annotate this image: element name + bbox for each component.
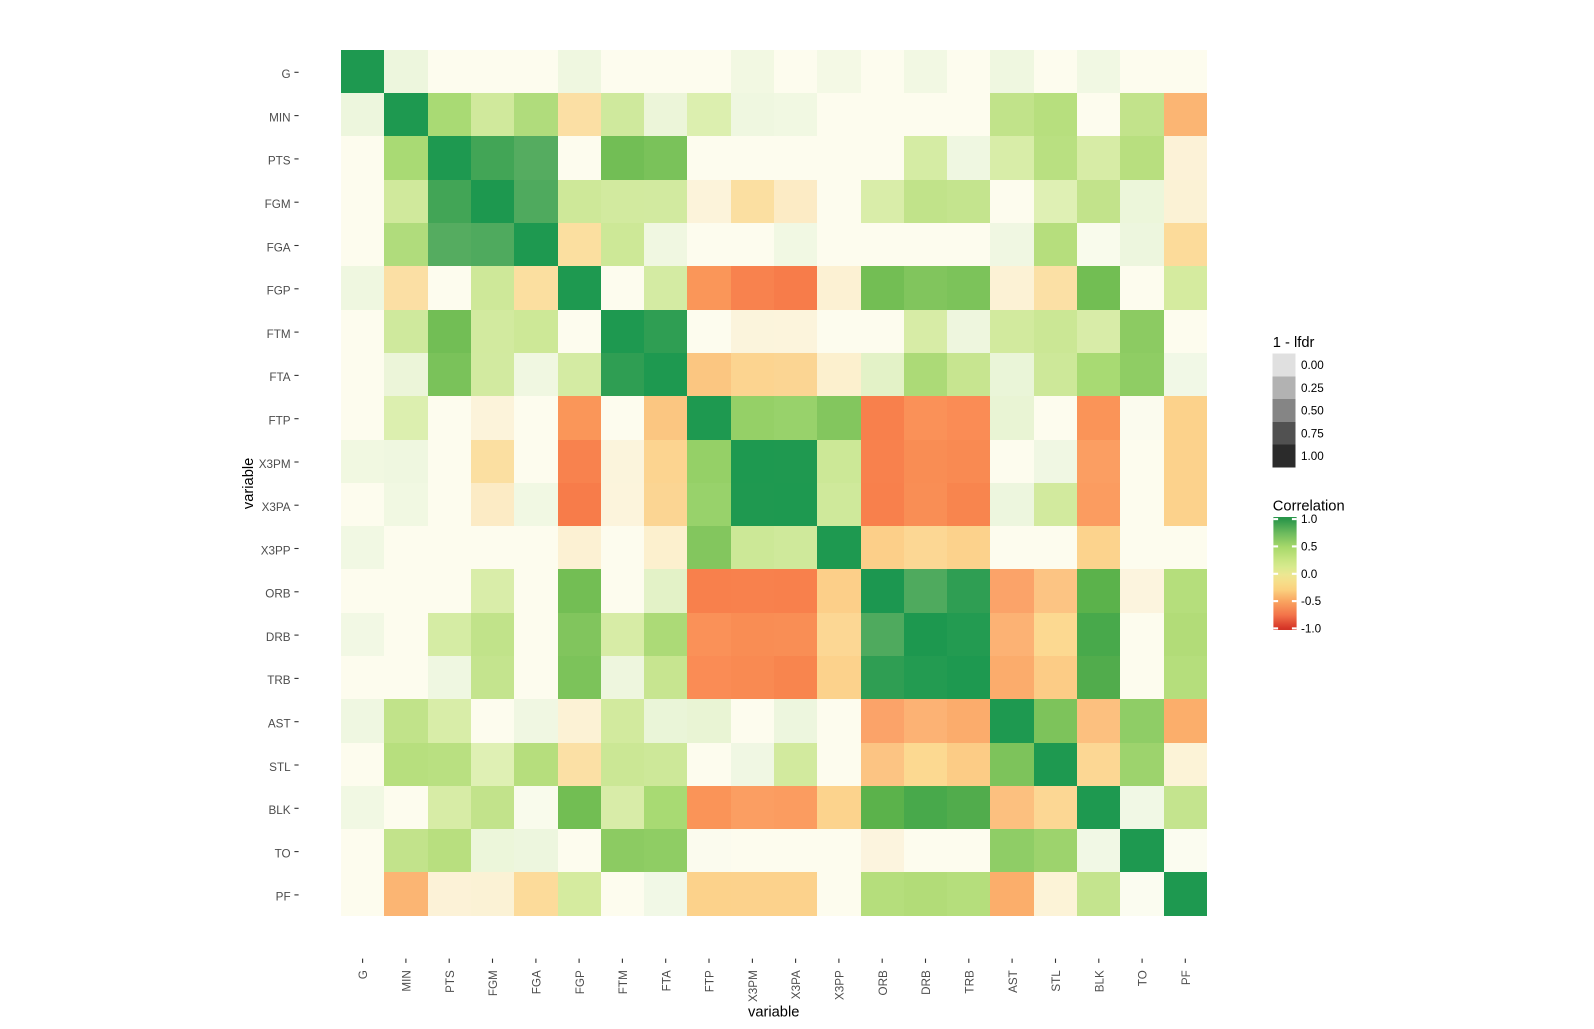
svg-text:1.00: 1.00 xyxy=(1301,450,1324,463)
svg-text:FTP: FTP xyxy=(269,415,291,428)
svg-text:G: G xyxy=(282,68,291,81)
svg-text:0.00: 0.00 xyxy=(1301,359,1324,372)
svg-text:0.50: 0.50 xyxy=(1301,405,1324,418)
svg-text:PTS: PTS xyxy=(444,970,457,993)
svg-text:X3PM: X3PM xyxy=(259,458,291,471)
svg-text:FTA: FTA xyxy=(660,970,673,991)
svg-text:1 - lfdr: 1 - lfdr xyxy=(1273,335,1315,351)
svg-text:PF: PF xyxy=(276,891,291,904)
svg-text:BLK: BLK xyxy=(269,804,291,817)
svg-text:FTA: FTA xyxy=(269,371,290,384)
svg-text:PTS: PTS xyxy=(268,155,291,168)
svg-text:Correlation: Correlation xyxy=(1273,499,1345,515)
svg-text:-1.0: -1.0 xyxy=(1301,622,1322,635)
svg-text:TO: TO xyxy=(1137,970,1150,986)
svg-text:0.25: 0.25 xyxy=(1301,382,1324,395)
svg-text:0.5: 0.5 xyxy=(1301,540,1318,553)
svg-text:FGP: FGP xyxy=(574,970,587,994)
svg-text:TRB: TRB xyxy=(963,970,976,994)
svg-text:1.0: 1.0 xyxy=(1301,513,1318,526)
svg-text:FTM: FTM xyxy=(617,970,630,994)
svg-text:TO: TO xyxy=(275,847,291,860)
svg-text:PF: PF xyxy=(1180,970,1193,985)
svg-text:G: G xyxy=(357,970,370,979)
svg-text:FGA: FGA xyxy=(267,241,291,254)
svg-text:variable: variable xyxy=(748,1004,799,1020)
svg-text:variable: variable xyxy=(241,458,257,509)
svg-text:X3PM: X3PM xyxy=(747,970,760,1002)
svg-text:-0.5: -0.5 xyxy=(1301,595,1322,608)
svg-text:FGA: FGA xyxy=(531,970,544,994)
svg-text:X3PP: X3PP xyxy=(834,970,847,1000)
svg-text:MIN: MIN xyxy=(269,111,290,124)
svg-text:0.0: 0.0 xyxy=(1301,568,1318,581)
svg-text:X3PA: X3PA xyxy=(262,501,291,514)
svg-text:FTP: FTP xyxy=(704,970,717,992)
svg-text:X3PA: X3PA xyxy=(790,970,803,999)
svg-text:BLK: BLK xyxy=(1093,970,1106,992)
svg-text:STL: STL xyxy=(269,761,291,774)
svg-text:FTM: FTM xyxy=(267,328,291,341)
svg-text:ORB: ORB xyxy=(877,970,890,996)
svg-text:AST: AST xyxy=(268,718,291,731)
svg-text:DRB: DRB xyxy=(266,631,291,644)
svg-text:FGM: FGM xyxy=(265,198,291,211)
svg-text:DRB: DRB xyxy=(920,970,933,995)
svg-text:AST: AST xyxy=(1007,970,1020,993)
svg-text:FGP: FGP xyxy=(267,285,291,298)
svg-text:STL: STL xyxy=(1050,970,1063,992)
svg-text:X3PP: X3PP xyxy=(261,544,291,557)
svg-text:MIN: MIN xyxy=(401,970,414,991)
svg-text:ORB: ORB xyxy=(265,588,291,601)
svg-text:0.75: 0.75 xyxy=(1301,427,1324,440)
svg-text:FGM: FGM xyxy=(487,970,500,996)
svg-text:TRB: TRB xyxy=(267,674,291,687)
